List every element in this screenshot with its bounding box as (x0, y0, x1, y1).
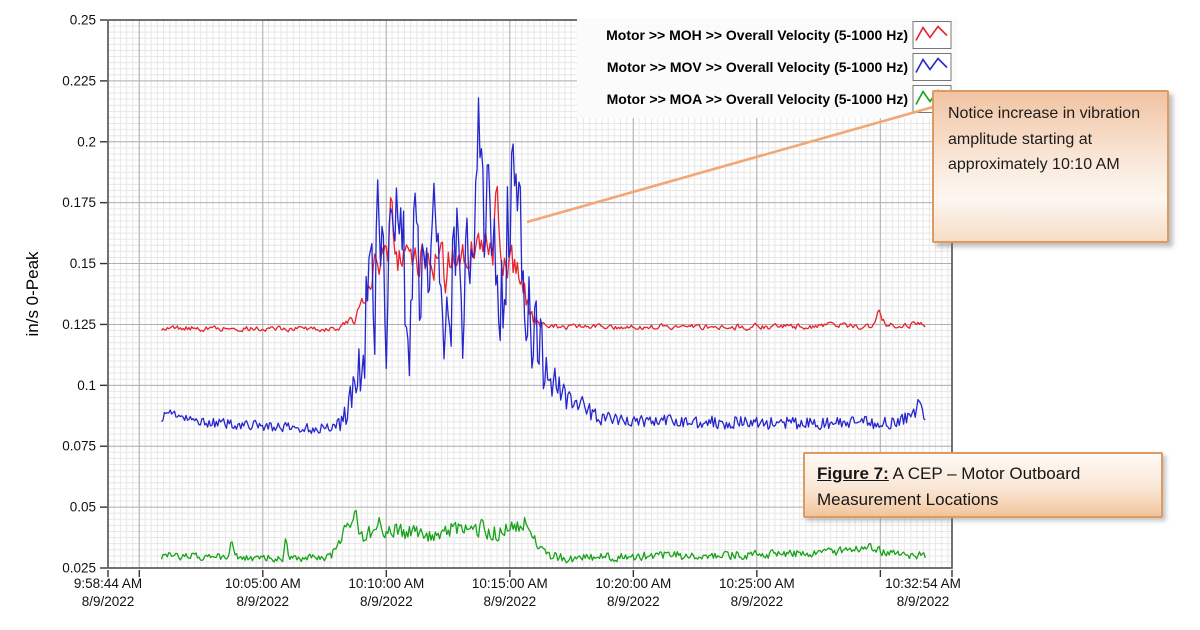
series-moa-line (160, 509, 926, 564)
x-tick-date: 8/9/2022 (82, 594, 135, 609)
x-tick-time: 10:20:00 AM (595, 576, 671, 591)
y-axis-title: in/s 0-Peak (23, 251, 42, 337)
figure-caption-text: A CEP – Motor Outboard Measurement Locat… (817, 464, 1081, 510)
legend-label: Motor >> MOA >> Overall Velocity (5-1000… (607, 91, 908, 107)
x-tick-date: 8/9/2022 (731, 594, 784, 609)
y-tick-label: 0.2 (77, 134, 96, 149)
figure-caption-box: Figure 7: A CEP – Motor Outboard Measure… (803, 452, 1163, 518)
x-tick-time: 10:15:00 AM (472, 576, 548, 591)
series-mov-line (161, 97, 926, 435)
major-grid (108, 20, 952, 568)
plot-border (107, 19, 953, 569)
y-tick-label: 0.15 (70, 256, 96, 271)
legend-line-icon (915, 25, 948, 41)
legend-line-icon (915, 57, 948, 73)
y-tick-label: 0.25 (70, 13, 96, 28)
x-tick-date: 8/9/2022 (360, 594, 413, 609)
x-tick-date: 8/9/2022 (607, 594, 660, 609)
y-tick-label: 0.075 (62, 439, 96, 454)
x-tick-date: 8/9/2022 (897, 594, 950, 609)
figure-caption-label: Figure 7: (817, 464, 889, 483)
annotation-text: Notice increase in vibration amplitude s… (948, 105, 1141, 174)
callout-leader-line (526, 105, 934, 224)
y-tick-label: 0.025 (62, 561, 96, 576)
y-tick-label: 0.175 (62, 195, 96, 210)
legend-swatch-box (912, 21, 952, 49)
series-moh-line (161, 185, 926, 333)
y-tick-label: 0.225 (62, 73, 96, 88)
legend-label: Motor >> MOH >> Overall Velocity (5-1000… (606, 27, 908, 43)
axes: 0.25 0.225 0.2 0.175 0.15 0.125 0.1 0.075 0.05 0.… (23, 13, 961, 610)
series-lines (160, 97, 926, 564)
x-tick-time: 9:58:44 AM (74, 576, 142, 591)
y-tick-label: 0.125 (62, 317, 96, 332)
x-tick-time: 10:25:00 AM (719, 576, 795, 591)
x-tick-date: 8/9/2022 (484, 594, 537, 609)
x-tick-date: 8/9/2022 (237, 594, 290, 609)
x-tick-time: 10:32:54 AM (885, 576, 961, 591)
legend-background (577, 18, 957, 118)
y-tick-label: 0.1 (77, 378, 96, 393)
y-tick-label: 0.05 (70, 500, 96, 515)
x-tick-time: 10:10:00 AM (348, 576, 424, 591)
legend: Motor >> MOH >> Overall Velocity (5-1000… (577, 18, 957, 118)
legend-label: Motor >> MOV >> Overall Velocity (5-1000… (607, 59, 908, 75)
annotation-callout: Notice increase in vibration amplitude s… (932, 90, 1169, 243)
legend-item-mov: Motor >> MOV >> Overall Velocity (5-1000… (607, 53, 952, 81)
legend-item-moh: Motor >> MOH >> Overall Velocity (5-1000… (606, 21, 952, 49)
x-tick-time: 10:05:00 AM (225, 576, 301, 591)
